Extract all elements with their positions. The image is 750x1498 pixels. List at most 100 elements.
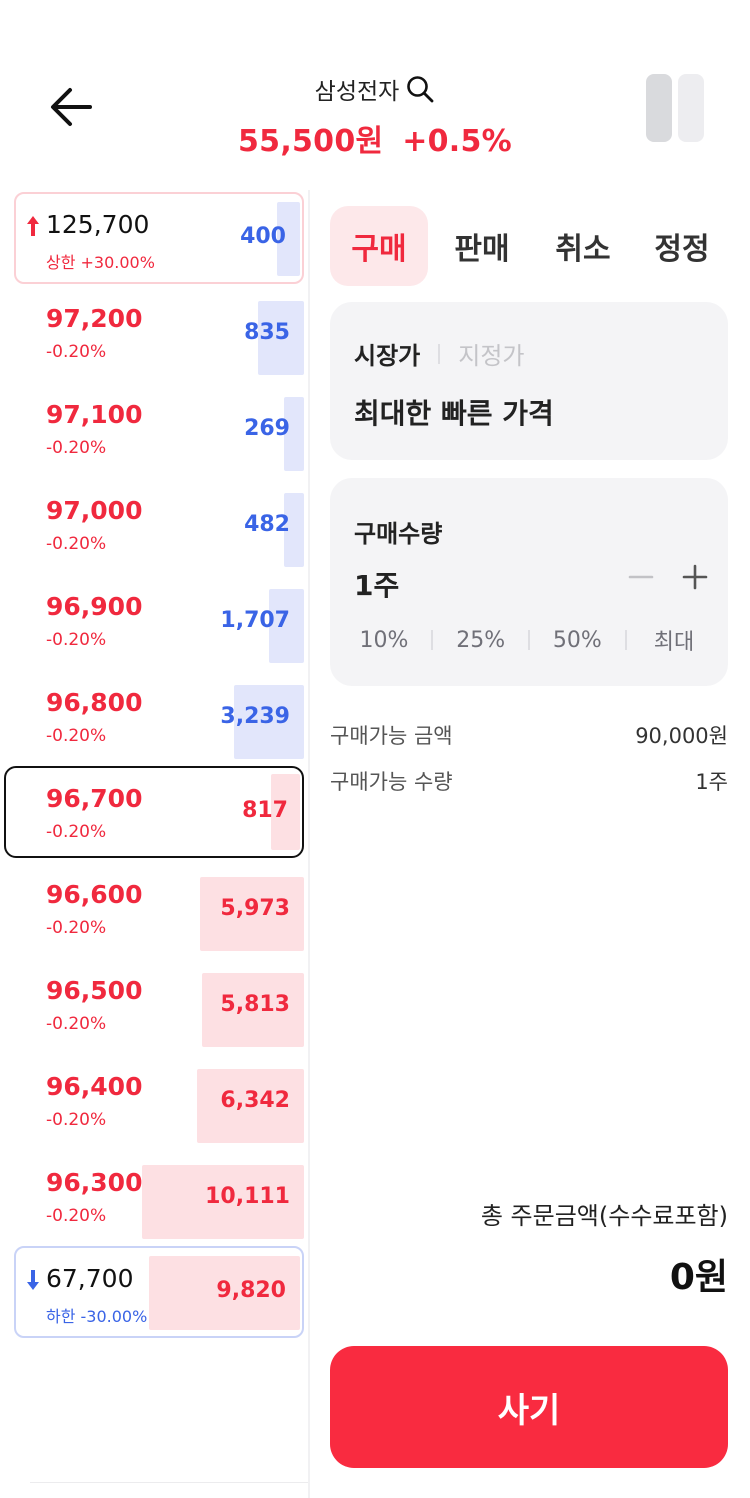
arrow-up-icon — [27, 216, 39, 236]
orderbook-qty: 817 — [242, 798, 288, 823]
buy-button[interactable]: 사기 — [330, 1346, 728, 1468]
divider — [431, 630, 434, 650]
orderbook-price: 96,400 — [46, 1072, 143, 1101]
orderbook-price: 96,600 — [46, 880, 143, 909]
preset-50-button[interactable]: 50% — [552, 627, 602, 653]
orderbook-bottom-divider — [30, 1482, 308, 1483]
orderbook-bid-row[interactable]: 96,400 -0.20% 6,342 — [0, 1054, 308, 1146]
volume-bar — [284, 397, 304, 471]
order-type-description: 최대한 빠른 가격 — [354, 397, 554, 430]
order-type-selector: 시장가 지정가 — [354, 336, 525, 371]
orderbook-rate: -0.20% — [46, 1110, 107, 1130]
orderbook-ask-row[interactable]: 96,900 -0.20% 1,707 — [0, 574, 308, 666]
available-qty-value: 1주 — [695, 770, 728, 794]
panel-divider — [308, 190, 310, 1498]
volume-bar — [202, 973, 304, 1047]
available-amount-row: 구매가능 금액 90,000원 — [330, 720, 728, 750]
stock-price: 55,500원 — [237, 124, 384, 159]
volume-bar — [149, 1256, 300, 1330]
preset-max-button[interactable]: 최대 — [653, 630, 695, 655]
total-order-label: 총 주문금액(수수료포함) — [480, 1202, 728, 1230]
orderbook-bid-row[interactable]: 96,500 -0.20% 5,813 — [0, 958, 308, 1050]
total-order-value: 0원 — [669, 1257, 728, 1298]
orderbook-qty: 3,239 — [220, 704, 290, 729]
quantity-value[interactable]: 1주 — [354, 569, 400, 602]
layout-toggle-left — [646, 74, 672, 142]
orderbook-rate: -0.20% — [46, 630, 107, 650]
volume-bar — [277, 202, 300, 276]
orderbook-qty: 5,813 — [220, 992, 290, 1017]
orderbook-qty: 9,820 — [216, 1278, 286, 1303]
plus-icon[interactable] — [680, 562, 710, 592]
volume-bar — [197, 1069, 304, 1143]
orderbook-rate: 하한 -30.00% — [46, 1307, 148, 1326]
orderbook-qty: 269 — [244, 416, 290, 441]
stock-title-row[interactable]: 삼성전자 — [315, 72, 436, 106]
preset-25-button[interactable]: 25% — [456, 627, 506, 653]
order-type-limit[interactable]: 지정가 — [458, 342, 525, 370]
back-button[interactable] — [44, 82, 100, 132]
orderbook-current-price-row[interactable]: 96,700 -0.20% 817 — [4, 766, 304, 858]
orderbook-qty: 400 — [240, 224, 286, 249]
orderbook-bid-row[interactable]: 96,300 -0.20% 10,111 — [0, 1150, 308, 1242]
order-type-market[interactable]: 시장가 — [354, 342, 421, 370]
orderbook-price: 96,500 — [46, 976, 143, 1005]
available-qty-row: 구매가능 수량 1주 — [330, 766, 728, 796]
orderbook-rate: -0.20% — [46, 1206, 107, 1226]
orderbook-qty: 835 — [244, 320, 290, 345]
orderbook-price: 96,300 — [46, 1168, 143, 1197]
orderbook-upper-limit[interactable]: 125,700 상한 +30.00% 400 — [14, 192, 304, 284]
tab-sell[interactable]: 판매 — [454, 232, 510, 267]
orderbook-price: 97,000 — [46, 496, 143, 525]
orderbook-rate: -0.20% — [46, 438, 107, 458]
orderbook-lower-limit[interactable]: 67,700 하한 -30.00% 9,820 — [14, 1246, 304, 1338]
stock-name: 삼성전자 — [314, 79, 400, 105]
orderbook-rate: -0.20% — [46, 534, 107, 554]
volume-bar — [271, 774, 300, 850]
quantity-card: 구매수량 1주 10% 25% 50% 최대 — [330, 478, 728, 686]
orderbook-qty: 5,973 — [220, 896, 290, 921]
orderbook-price: 67,700 — [46, 1264, 134, 1293]
orderbook-bid-row[interactable]: 96,600 -0.20% 5,973 — [0, 862, 308, 954]
orderbook-price: 96,900 — [46, 592, 143, 621]
order-type-card: 시장가 지정가 최대한 빠른 가격 — [330, 302, 728, 460]
tab-buy[interactable]: 구매 — [330, 206, 428, 286]
orderbook-price: 125,700 — [46, 210, 150, 239]
orderbook-ask-row[interactable]: 97,200 -0.20% 835 — [0, 286, 308, 378]
orderbook-ask-row[interactable]: 97,100 -0.20% 269 — [0, 382, 308, 474]
layout-toggle-right — [678, 74, 704, 142]
volume-bar — [258, 301, 304, 375]
stock-price-row: 55,500원 +0.5% — [0, 116, 750, 160]
orderbook-rate: -0.20% — [46, 918, 107, 938]
volume-bar — [269, 589, 304, 663]
orderbook-qty: 1,707 — [220, 608, 290, 633]
orderbook-ask-row[interactable]: 96,800 -0.20% 3,239 — [0, 670, 308, 762]
orderbook-ask-row[interactable]: 97,000 -0.20% 482 — [0, 478, 308, 570]
arrow-down-icon — [27, 1270, 39, 1290]
quantity-presets: 10% 25% 50% 최대 — [344, 624, 714, 656]
quantity-label: 구매수량 — [354, 520, 443, 548]
volume-bar — [284, 493, 304, 567]
orderbook-price: 97,200 — [46, 304, 143, 333]
orderbook-qty: 6,342 — [220, 1088, 290, 1113]
orderbook-price: 96,700 — [46, 784, 143, 813]
layout-toggle-icon[interactable] — [646, 74, 704, 142]
order-tabs: 구매 판매 취소 정정 — [330, 206, 730, 286]
orderbook-rate: -0.20% — [46, 822, 107, 842]
stock-title-block: 삼성전자 55,500원 +0.5% — [0, 72, 750, 160]
volume-bar — [142, 1165, 304, 1239]
preset-10-button[interactable]: 10% — [359, 627, 409, 653]
minus-icon[interactable] — [626, 562, 656, 592]
orderbook: 125,700 상한 +30.00% 400 97,200 -0.20% 835… — [0, 190, 308, 1485]
tab-modify[interactable]: 정정 — [654, 232, 710, 267]
available-qty-label: 구매가능 수량 — [330, 770, 453, 794]
orderbook-qty: 10,111 — [205, 1184, 290, 1209]
tab-cancel[interactable]: 취소 — [555, 232, 611, 267]
divider — [527, 630, 530, 650]
available-amount-value: 90,000원 — [635, 724, 728, 748]
header: 삼성전자 55,500원 +0.5% — [0, 0, 750, 190]
stock-change: +0.5% — [402, 124, 513, 159]
search-icon[interactable] — [405, 74, 435, 104]
orderbook-qty: 482 — [244, 512, 290, 537]
orderbook-rate: 상한 +30.00% — [46, 253, 155, 272]
